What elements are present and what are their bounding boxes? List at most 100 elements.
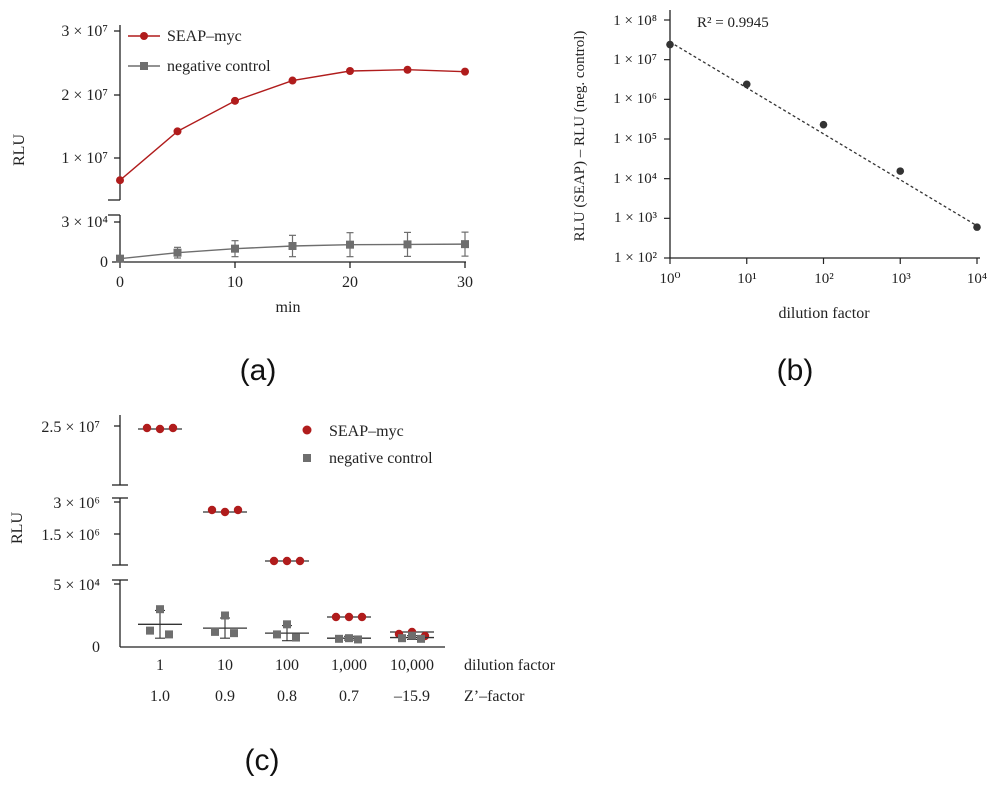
negative-control-point <box>354 635 362 644</box>
panel-b-data-marks <box>666 40 981 231</box>
seap-myc-point <box>344 612 354 622</box>
panel-b-r-squared: R² = 0.9945 <box>697 15 769 31</box>
seap-myc-point <box>282 556 292 566</box>
negative-control-point <box>461 240 469 249</box>
negative-control-point <box>408 631 416 640</box>
seap-myc-point <box>461 67 469 76</box>
panel-a-data-marks <box>116 65 469 263</box>
panel-b-x-tick-label: 10³ <box>891 271 911 287</box>
panel-c-category-label: 10 <box>217 657 233 674</box>
seap-myc-point <box>403 65 412 74</box>
panel-b-data-point <box>666 40 674 49</box>
negative-control-point <box>211 627 219 636</box>
panel-a-legend-neg-marker <box>140 62 148 70</box>
panel-a-line-chart: 3 × 10⁷ 2 × 10⁷ 1 × 10⁷ 3 × 10⁴ 0 0 10 2… <box>11 23 473 387</box>
seap-myc-point <box>295 556 305 566</box>
panel-b-y-tick-label: 1 × 10⁴ <box>613 171 657 187</box>
panel-a-x-axis-label: min <box>276 299 301 316</box>
panel-b-y-tick-label: 1 × 10⁶ <box>613 91 657 107</box>
panel-b-y-tick-label: 1 × 10⁷ <box>613 52 657 68</box>
negative-control-point <box>283 620 291 629</box>
panel-a-y-axis-label: RLU <box>11 134 28 166</box>
panel-c-category-label: 10,000 <box>390 657 434 674</box>
negative-control-point <box>146 626 154 635</box>
panel-b-x-axis-label: dilution factor <box>778 305 870 322</box>
negative-control-point <box>403 240 412 249</box>
panel-a-x-tick-label: 20 <box>342 274 358 291</box>
negative-control-point <box>156 605 164 614</box>
panel-c-legend-neg-label: negative control <box>329 450 433 467</box>
panel-c-legend-seap-label: SEAP–myc <box>329 423 404 440</box>
panel-c-y-tick-label: 2.5 × 10⁷ <box>41 419 100 436</box>
panel-c-data-marks <box>138 423 434 644</box>
panel-b-fit-line <box>669 41 978 227</box>
panel-b-data-point <box>973 223 981 231</box>
panel-b-x-tick-label: 10⁰ <box>659 271 680 287</box>
negative-control-point <box>288 242 297 250</box>
panel-c-y-tick-label: 1.5 × 10⁶ <box>41 527 100 544</box>
panel-b-y-tick-label: 1 × 10² <box>614 250 657 266</box>
panel-c-z-factor-label: Z’–factor <box>464 688 525 705</box>
panel-b-y-tick-label: 1 × 10³ <box>614 210 657 226</box>
panel-a-legend-seap-marker <box>140 32 148 40</box>
panel-a-legend-seap-label: SEAP–myc <box>167 28 242 45</box>
panel-a-x-tick-label: 0 <box>116 274 124 291</box>
panel-a-y-tick-label: 0 <box>100 254 108 271</box>
panel-c-legend-seap-marker <box>302 425 312 435</box>
panel-a-x-tick-label: 10 <box>227 274 243 291</box>
seap-myc-line <box>119 69 466 181</box>
seap-myc-point <box>220 507 230 517</box>
seap-myc-point <box>231 96 239 105</box>
panel-a-y-tick-label: 1 × 10⁷ <box>61 150 108 167</box>
panel-b-label: (b) <box>777 354 814 387</box>
panel-b-data-point <box>742 80 751 89</box>
negative-control-point <box>165 630 173 639</box>
negative-control-point <box>417 634 425 643</box>
panel-c-z-factor: –15.9 <box>393 688 430 705</box>
seap-myc-point <box>116 176 124 185</box>
seap-myc-point <box>233 505 243 515</box>
seap-myc-point <box>207 505 217 515</box>
panel-c-scatter-chart: 2.5 × 10⁷ 3 × 10⁶ 1.5 × 10⁶ 5 × 10⁴ 0 RL… <box>9 415 556 777</box>
seap-myc-point <box>331 612 341 622</box>
panel-a-legend-neg-label: negative control <box>167 58 271 75</box>
panel-c-y-tick-label: 0 <box>92 639 100 656</box>
panel-c-y-tick-label: 5 × 10⁴ <box>53 577 100 594</box>
panel-c-z-factor: 0.9 <box>215 688 235 705</box>
negative-control-point <box>231 244 239 253</box>
negative-control-point <box>273 630 281 639</box>
panel-a-label: (a) <box>240 354 277 387</box>
negative-control-point <box>230 629 238 638</box>
seap-myc-point <box>288 76 297 85</box>
negative-control-point <box>173 248 182 257</box>
negative-control-point <box>221 611 229 620</box>
negative-control-point <box>292 633 300 642</box>
panel-a-y-tick-label: 3 × 10⁷ <box>61 23 108 40</box>
seap-myc-point <box>155 424 165 434</box>
panel-c-y-axis-label: RLU <box>9 512 26 544</box>
seap-myc-point <box>168 423 178 433</box>
panel-b-x-tick-label: 10¹ <box>737 271 757 287</box>
seap-myc-point <box>142 423 152 433</box>
panel-a-y-tick-label: 2 × 10⁷ <box>61 87 108 104</box>
panel-b-ticks <box>664 19 978 264</box>
panel-c-z-factor: 1.0 <box>150 688 170 705</box>
panel-b-data-point <box>819 120 828 129</box>
panel-b-scatter-chart: 1 × 10⁸ 1 × 10⁷ 1 × 10⁶ 1 × 10⁵ 1 × 10⁴ … <box>572 10 987 387</box>
panel-c-category-label: 1 <box>156 657 164 674</box>
panel-c-x-axis-label: dilution factor <box>464 657 556 674</box>
panel-b-y-tick-label: 1 × 10⁵ <box>613 131 657 147</box>
panel-b-data-point <box>896 167 905 175</box>
panel-a-x-tick-label: 30 <box>457 274 473 291</box>
panel-c-z-factor: 0.8 <box>277 688 297 705</box>
negative-control-point <box>345 634 353 643</box>
panel-a-y-tick-label: 3 × 10⁴ <box>61 214 108 231</box>
panel-b-x-tick-label: 10² <box>814 271 834 287</box>
panel-c-y-tick-label: 3 × 10⁶ <box>53 495 100 512</box>
negative-control-point <box>335 634 343 643</box>
panel-c-z-factor: 0.7 <box>339 688 359 705</box>
panel-c-category-label: 1,000 <box>331 657 367 674</box>
seap-myc-point <box>346 67 354 76</box>
negative-control-point <box>398 634 406 643</box>
